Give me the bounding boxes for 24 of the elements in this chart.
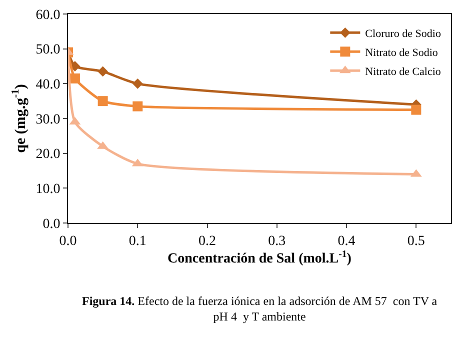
y-tick-label: 10.0: [36, 182, 60, 198]
legend-label: Nitrato de Sodio: [365, 46, 438, 59]
x-tick-label: 0.4: [338, 234, 356, 249]
x-axis-title: Concentración de Sal (mol.L$^{-1}$): [168, 248, 352, 267]
point: [411, 104, 422, 115]
x-tick-label: 0.5: [407, 234, 425, 249]
point: [70, 73, 80, 84]
y-tick-label: 30.0: [36, 112, 60, 128]
x-tick-label: 0.1: [128, 234, 146, 249]
y-tick-label: 40.0: [36, 78, 60, 93]
point: [98, 96, 108, 106]
y-tick-label: 50.0: [36, 42, 60, 58]
point: [98, 66, 108, 77]
y-tick-label: 0.0: [42, 216, 60, 232]
legend-label: Cloruro de Sodio: [365, 28, 442, 40]
x-tick-label: 0.0: [59, 234, 77, 249]
legend-label: Nitrato de Calcio: [365, 66, 442, 78]
x-tick-label: 0.3: [268, 234, 286, 249]
y-tick-label: 20.0: [36, 147, 60, 162]
text: Figura 14. Efecto de la fuerza iónica en la adsorción de AM 57 con TV a pH 4 y T ambiente: [82, 294, 438, 324]
x-tick-label: 0.2: [198, 234, 216, 249]
point: [132, 101, 143, 112]
point: [132, 78, 143, 89]
y-tick-label: 60.0: [36, 8, 60, 23]
